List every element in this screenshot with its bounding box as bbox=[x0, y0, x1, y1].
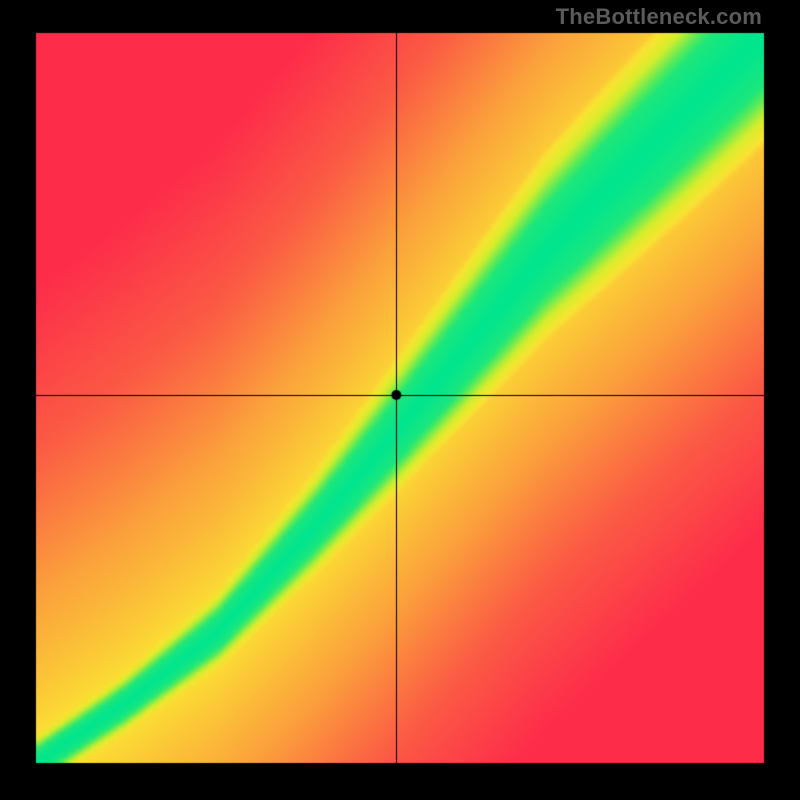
bottleneck-heatmap-canvas bbox=[0, 0, 800, 800]
chart-stage: TheBottleneck.com bbox=[0, 0, 800, 800]
watermark-text: TheBottleneck.com bbox=[556, 4, 762, 30]
